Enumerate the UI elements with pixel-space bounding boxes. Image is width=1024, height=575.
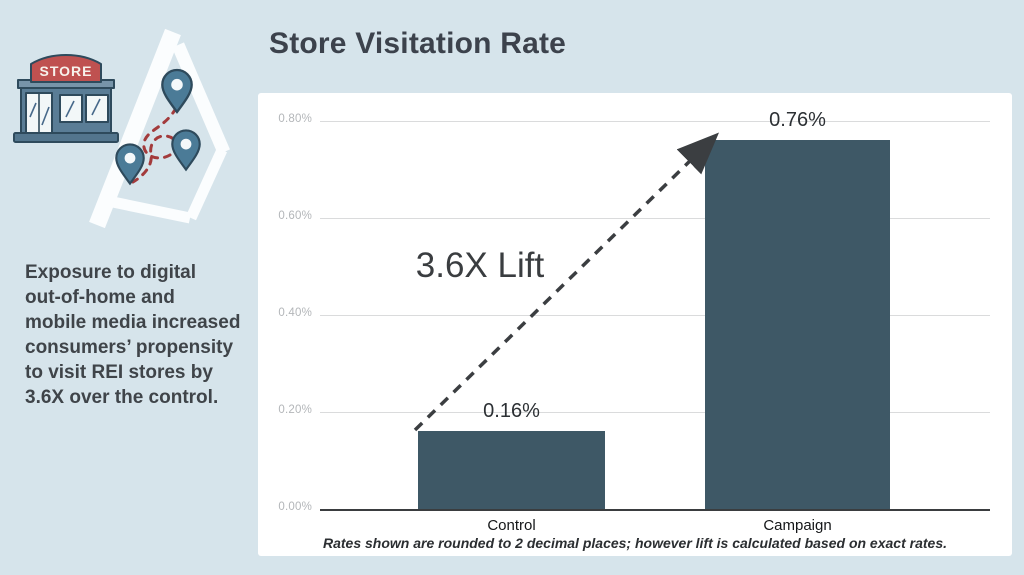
chart-panel: 0.80% 0.60% 0.40% 0.20% 0.00% 0.16% Control 0.7… [258,93,1012,556]
gridline [320,121,990,122]
description-line: consumers’ propensity [25,337,234,358]
y-tick-label: 0.20% [278,404,312,416]
x-axis-line [320,509,990,511]
y-tick-label: 0.80% [278,113,312,125]
bar-campaign [705,140,890,509]
x-tick-label: Control [487,517,536,534]
description-line: mobile media increased [25,312,241,333]
bar-chart: 0.80% 0.60% 0.40% 0.20% 0.00% 0.16% Control 0.7… [258,93,1012,556]
store-map-illustration: STORE [13,28,230,229]
description-line: 3.6X over the control. [25,387,219,408]
lift-annotation: 3.6X Lift [415,246,545,285]
bar-control [418,431,605,509]
map-pin-icon [161,68,193,114]
description-line: Exposure to digital [25,262,197,283]
store-sign-label: STORE [40,63,93,79]
page-title: Store Visitation Rate [269,27,567,60]
roads-graphic [89,28,230,229]
sidebar-description: Exposure to digital out-of-home and mobi… [25,260,249,410]
storefront-icon: STORE [13,54,119,143]
x-tick-label: Campaign [763,517,832,534]
bar-value-label: 0.16% [483,400,540,423]
description-line: to visit REI stores by [25,362,213,383]
map-pin-icon [171,129,201,171]
bar-value-label: 0.76% [769,109,826,132]
y-tick-label: 0.60% [278,210,312,222]
description-line: out-of-home and [25,287,175,308]
chart-footnote: Rates shown are rounded to 2 decimal pla… [323,535,947,551]
y-tick-label: 0.40% [278,307,312,319]
y-tick-label: 0.00% [278,501,312,513]
